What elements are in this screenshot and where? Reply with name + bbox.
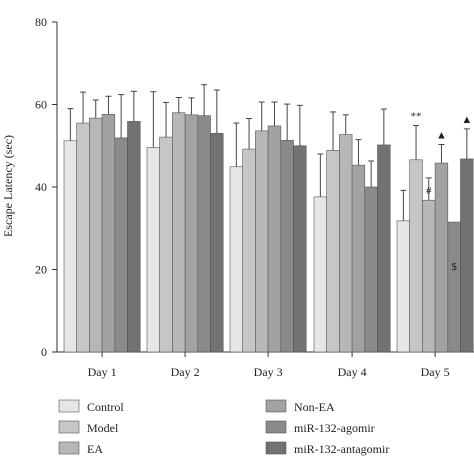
- bar: [172, 112, 186, 353]
- bar: [396, 220, 410, 353]
- bar: [267, 125, 282, 353]
- legend-label: Model: [87, 421, 119, 435]
- x-tick-label: Day 2: [171, 365, 200, 379]
- error-bars-layer: [67, 84, 470, 221]
- bar: [127, 121, 141, 353]
- bar: [409, 159, 423, 353]
- bar: [377, 144, 391, 353]
- legend-swatch: [265, 420, 287, 434]
- significance-marker: ▲: [436, 130, 447, 142]
- x-axis: Day 1 Day 2 Day 3 Day 4 Day 5: [57, 351, 474, 379]
- significance-marker: ▲: [461, 114, 472, 126]
- significance-marker: **: [411, 111, 422, 123]
- bars-layer: [63, 112, 474, 353]
- bar: [101, 114, 116, 353]
- bar: [351, 164, 366, 353]
- bar: [63, 140, 77, 353]
- bar: [326, 149, 340, 353]
- bar: [313, 196, 327, 353]
- bar: [422, 199, 436, 353]
- legend-label: Control: [87, 400, 124, 414]
- x-tick-label: Day 1: [88, 365, 117, 379]
- y-axis-label: Escape Latency (sec): [1, 135, 15, 237]
- bar: [255, 130, 269, 353]
- bar: [159, 136, 173, 353]
- bar: [146, 147, 160, 353]
- bar: [114, 137, 128, 353]
- significance-marker: $: [451, 261, 457, 273]
- bar: [280, 140, 294, 353]
- bar: [184, 114, 199, 353]
- legend-swatch: [58, 399, 80, 413]
- bar: [197, 115, 211, 353]
- bar: [89, 117, 103, 353]
- bar: [242, 148, 256, 353]
- legend-label: Non-EA: [294, 400, 335, 414]
- x-tick-label: Day 5: [421, 365, 450, 379]
- bar: [364, 186, 378, 353]
- legend-swatch: [58, 420, 80, 434]
- x-tick-label: Day 3: [254, 365, 283, 379]
- legend-label: miR-132-antagomir: [294, 442, 389, 456]
- legend-swatch: [265, 399, 287, 413]
- y-tick-label: 80: [35, 15, 47, 29]
- y-tick-label: 40: [35, 180, 47, 194]
- legend-label: EA: [87, 442, 103, 456]
- y-axis: 0 20 40 60 80: [35, 15, 58, 359]
- legend-swatch: [265, 441, 287, 455]
- y-tick-label: 0: [41, 345, 47, 359]
- bar: [293, 145, 307, 353]
- significance-marker: #: [426, 185, 432, 197]
- bar: [460, 158, 474, 353]
- y-tick-label: 60: [35, 98, 47, 112]
- bar: [76, 122, 90, 353]
- bar: [210, 133, 224, 353]
- legend-swatch: [58, 441, 80, 455]
- bar: [434, 162, 449, 353]
- x-tick-label: Day 4: [338, 365, 367, 379]
- bar: [447, 221, 461, 353]
- annotations-layer: ** # ▲ $ ▲: [411, 111, 473, 274]
- legend-label: miR-132-agomir: [294, 421, 375, 435]
- y-tick-label: 20: [35, 263, 47, 277]
- legend: Control Model EA Non-EA miR-132-agomir miR-13…: [58, 399, 389, 456]
- bar: [339, 134, 353, 353]
- bar: [229, 166, 243, 353]
